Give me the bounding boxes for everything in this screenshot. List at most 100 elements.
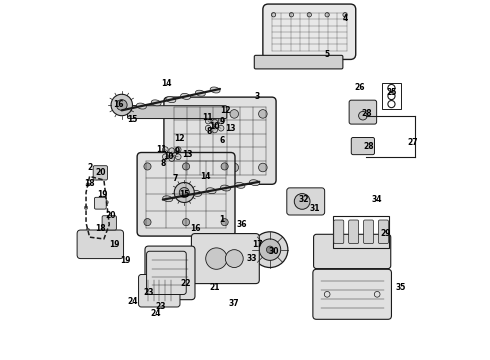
Text: 30: 30: [269, 247, 279, 256]
Text: 35: 35: [395, 283, 406, 292]
Circle shape: [259, 110, 267, 118]
Text: 12: 12: [173, 134, 184, 143]
Circle shape: [221, 219, 228, 226]
Text: 4: 4: [343, 14, 347, 23]
Text: 1: 1: [219, 215, 224, 224]
Text: 14: 14: [161, 79, 172, 88]
Text: 13: 13: [225, 124, 236, 133]
Circle shape: [289, 13, 294, 17]
FancyBboxPatch shape: [164, 97, 276, 184]
Circle shape: [205, 118, 211, 124]
Circle shape: [294, 194, 310, 209]
FancyBboxPatch shape: [93, 166, 107, 180]
Text: 8: 8: [160, 159, 166, 168]
Circle shape: [144, 163, 151, 170]
Text: 28: 28: [363, 141, 373, 150]
Text: 29: 29: [381, 229, 392, 238]
Text: 13: 13: [183, 150, 193, 159]
Text: 15: 15: [179, 190, 190, 199]
Text: 28: 28: [361, 109, 372, 118]
Circle shape: [218, 125, 224, 131]
Text: 37: 37: [229, 299, 240, 308]
Circle shape: [230, 110, 239, 118]
Circle shape: [359, 111, 367, 120]
Text: 9: 9: [174, 147, 180, 156]
Circle shape: [259, 239, 281, 260]
Ellipse shape: [181, 94, 191, 99]
Ellipse shape: [163, 196, 172, 202]
Circle shape: [111, 94, 132, 116]
Circle shape: [173, 110, 181, 118]
Circle shape: [343, 13, 347, 17]
Text: 20: 20: [106, 211, 116, 220]
Text: 14: 14: [200, 172, 211, 181]
FancyBboxPatch shape: [145, 246, 195, 300]
Text: 9: 9: [219, 117, 224, 126]
Text: 24: 24: [127, 297, 138, 306]
FancyBboxPatch shape: [139, 274, 180, 307]
Circle shape: [230, 163, 239, 172]
FancyBboxPatch shape: [254, 55, 343, 69]
Text: 31: 31: [309, 204, 320, 213]
Circle shape: [105, 201, 108, 204]
FancyBboxPatch shape: [349, 100, 377, 124]
Circle shape: [218, 118, 224, 124]
Ellipse shape: [196, 90, 205, 96]
Text: 24: 24: [150, 310, 161, 319]
FancyBboxPatch shape: [95, 197, 106, 209]
FancyBboxPatch shape: [351, 138, 374, 155]
Ellipse shape: [235, 183, 245, 188]
Text: 32: 32: [299, 195, 309, 204]
Circle shape: [182, 219, 190, 226]
Text: 18: 18: [84, 179, 95, 188]
FancyBboxPatch shape: [147, 251, 186, 294]
Circle shape: [212, 127, 218, 133]
Text: 3: 3: [255, 91, 260, 100]
Ellipse shape: [137, 103, 147, 109]
Text: 16: 16: [113, 100, 123, 109]
FancyBboxPatch shape: [364, 220, 373, 244]
FancyBboxPatch shape: [263, 4, 356, 59]
FancyBboxPatch shape: [314, 234, 391, 269]
Circle shape: [267, 246, 273, 253]
Circle shape: [169, 148, 174, 154]
FancyBboxPatch shape: [378, 220, 389, 244]
Circle shape: [221, 163, 228, 170]
Circle shape: [271, 13, 276, 17]
Text: 11: 11: [202, 113, 213, 122]
Ellipse shape: [220, 185, 230, 191]
FancyBboxPatch shape: [137, 153, 235, 236]
Circle shape: [163, 154, 168, 159]
Text: 11: 11: [156, 145, 166, 154]
Circle shape: [163, 147, 168, 153]
Ellipse shape: [122, 106, 132, 112]
Circle shape: [325, 13, 329, 17]
Text: 20: 20: [95, 168, 105, 177]
FancyBboxPatch shape: [127, 106, 227, 118]
Circle shape: [95, 236, 98, 240]
Text: 26: 26: [354, 83, 365, 92]
Ellipse shape: [166, 96, 176, 103]
Text: 17: 17: [252, 240, 263, 249]
Circle shape: [117, 100, 127, 111]
Text: 2: 2: [87, 163, 92, 172]
Text: 33: 33: [247, 254, 257, 263]
Circle shape: [95, 176, 98, 180]
Text: 12: 12: [220, 106, 231, 115]
Circle shape: [173, 163, 181, 172]
FancyBboxPatch shape: [77, 230, 123, 258]
Text: 34: 34: [372, 195, 382, 204]
Circle shape: [205, 125, 211, 131]
Circle shape: [307, 13, 312, 17]
Text: 19: 19: [97, 190, 107, 199]
Text: 18: 18: [95, 224, 106, 233]
Circle shape: [206, 248, 227, 269]
FancyBboxPatch shape: [192, 234, 259, 284]
Circle shape: [225, 249, 243, 267]
Text: 25: 25: [386, 88, 396, 97]
Circle shape: [201, 110, 210, 118]
FancyBboxPatch shape: [102, 216, 117, 230]
FancyBboxPatch shape: [334, 220, 344, 244]
Circle shape: [179, 188, 189, 198]
Text: 16: 16: [190, 224, 200, 233]
